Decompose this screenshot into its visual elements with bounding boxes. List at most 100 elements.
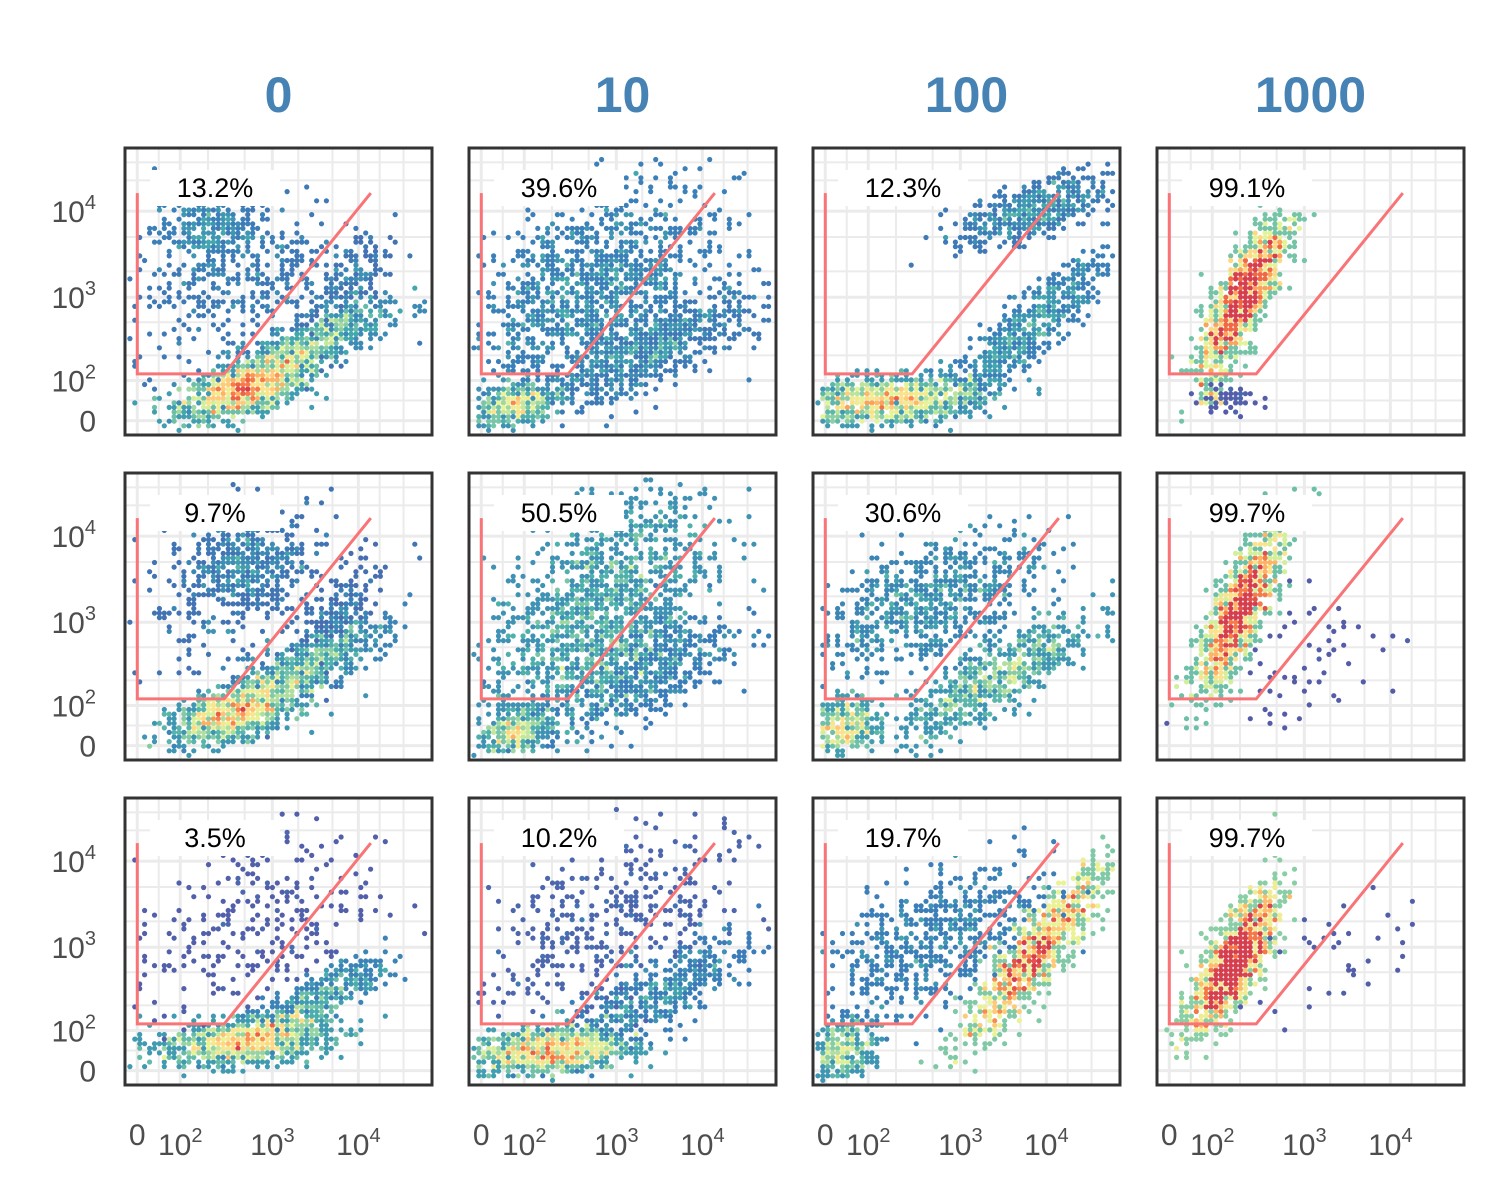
- hexbin-cell: [191, 280, 197, 287]
- hexbin-cell: [972, 381, 978, 388]
- hexbin-cell: [1065, 202, 1071, 208]
- hexbin-cell: [574, 225, 580, 231]
- hexbin-cell: [1105, 267, 1111, 273]
- hexbin-cell: [515, 230, 521, 236]
- hexbin-cell: [677, 688, 683, 694]
- hexbin-cell: [294, 647, 300, 653]
- hexbin-cell: [318, 610, 325, 616]
- hexbin-cell: [284, 624, 290, 630]
- hexbin-cell: [269, 358, 275, 365]
- hexbin-cell: [181, 262, 187, 268]
- hexbin-cell: [255, 322, 261, 328]
- hexbin-cell: [210, 573, 216, 579]
- hexbin-cell: [147, 294, 153, 300]
- hexbin-cell: [653, 276, 659, 282]
- hexbin-cell: [225, 628, 231, 635]
- hexbin-cell: [205, 651, 212, 658]
- hexbin-cell: [540, 729, 546, 736]
- hexbin-cell: [333, 358, 339, 365]
- hexbin-cell: [923, 395, 929, 401]
- hexbin-cell: [1228, 267, 1234, 273]
- hexbin-cell: [348, 615, 354, 621]
- hexbin-cell: [943, 239, 949, 245]
- hexbin-cell: [1228, 368, 1234, 374]
- hexbin-cell: [1267, 244, 1273, 250]
- hexbin-cell: [500, 706, 506, 713]
- hexbin-cell: [240, 706, 246, 713]
- hexbin-cell: [205, 414, 212, 420]
- hexbin-cell: [230, 225, 236, 231]
- hexbin-cell: [530, 313, 536, 319]
- hexbin-cell: [186, 280, 192, 287]
- hexbin-cell: [220, 363, 226, 369]
- hexbin-cell: [264, 601, 270, 607]
- hexbin-cell: [608, 257, 615, 264]
- hexbin-cell: [1247, 326, 1253, 332]
- hexbin-cell: [1110, 170, 1116, 176]
- hexbin-cell: [1011, 340, 1018, 346]
- hexbin-cell: [235, 427, 241, 433]
- hexbin-cell: [1291, 257, 1298, 264]
- hexbin-cell: [584, 665, 590, 671]
- hexbin-cell: [471, 651, 477, 658]
- hexbin-cell: [864, 414, 870, 420]
- hexbin-cell: [1237, 400, 1244, 406]
- hexbin-cell: [486, 404, 492, 410]
- hexbin-cell: [549, 239, 556, 245]
- hexbin-cell: [633, 409, 639, 415]
- hexbin-cell: [220, 409, 226, 415]
- hexbin-cell: [545, 414, 551, 420]
- hexbin-cell: [1036, 303, 1042, 309]
- hexbin-cell: [535, 720, 541, 726]
- hexbin-cell: [628, 262, 634, 268]
- hexbin-cell: [712, 276, 718, 282]
- hexbin-cell: [677, 326, 683, 332]
- hexbin-cell: [1056, 331, 1062, 337]
- hexbin-cell: [638, 290, 644, 296]
- hexbin-cell: [220, 716, 226, 722]
- hexbin-cell: [495, 734, 502, 740]
- hexbin-cell: [559, 395, 565, 401]
- hexbin-cell: [623, 605, 629, 612]
- hexbin-cell: [545, 244, 551, 250]
- hexbin-cell: [333, 349, 339, 355]
- hexbin-cell: [1218, 299, 1224, 305]
- hexbin-cell: [525, 418, 531, 424]
- hexbin-cell: [692, 276, 698, 282]
- hexbin-cell: [318, 331, 325, 337]
- hexbin-cell: [186, 729, 192, 736]
- hexbin-cell: [259, 216, 266, 222]
- hexbin-cell: [235, 400, 241, 406]
- hexbin-cell: [702, 326, 708, 332]
- hexbin-cell: [392, 322, 398, 328]
- hexbin-cell: [1257, 244, 1263, 250]
- hexbin-cell: [721, 345, 728, 351]
- hexbin-cell: [269, 693, 275, 699]
- hexbin-cell: [230, 239, 236, 245]
- hexbin-cell: [279, 340, 285, 346]
- hexbin-cell: [736, 221, 742, 227]
- hexbin-cell: [323, 354, 329, 360]
- hexbin-cell: [304, 619, 310, 625]
- hexbin-cell: [549, 253, 556, 259]
- hexbin-cell: [603, 267, 610, 273]
- hexbin-cell: [279, 267, 285, 273]
- hexbin-cell: [766, 303, 772, 309]
- hexbin-cell: [171, 734, 177, 740]
- hexbin-cell: [1006, 377, 1013, 383]
- hexbin-cell: [1237, 276, 1244, 282]
- hexbin-cell: [205, 702, 212, 708]
- hexbin-cell: [284, 244, 290, 250]
- hexbin-cell: [1100, 253, 1106, 259]
- hexbin-cell: [525, 725, 531, 731]
- hexbin-cell: [181, 212, 187, 218]
- hexbin-cell: [530, 363, 536, 369]
- hexbin-cell: [205, 395, 212, 401]
- hexbin-cell: [186, 313, 192, 319]
- hexbin-cell: [613, 349, 620, 355]
- hexbin-cell: [225, 697, 231, 703]
- hexbin-cell: [225, 729, 231, 736]
- hexbin-cell: [382, 308, 388, 314]
- hexbin-cell: [672, 225, 678, 231]
- hexbin-cell: [392, 638, 398, 644]
